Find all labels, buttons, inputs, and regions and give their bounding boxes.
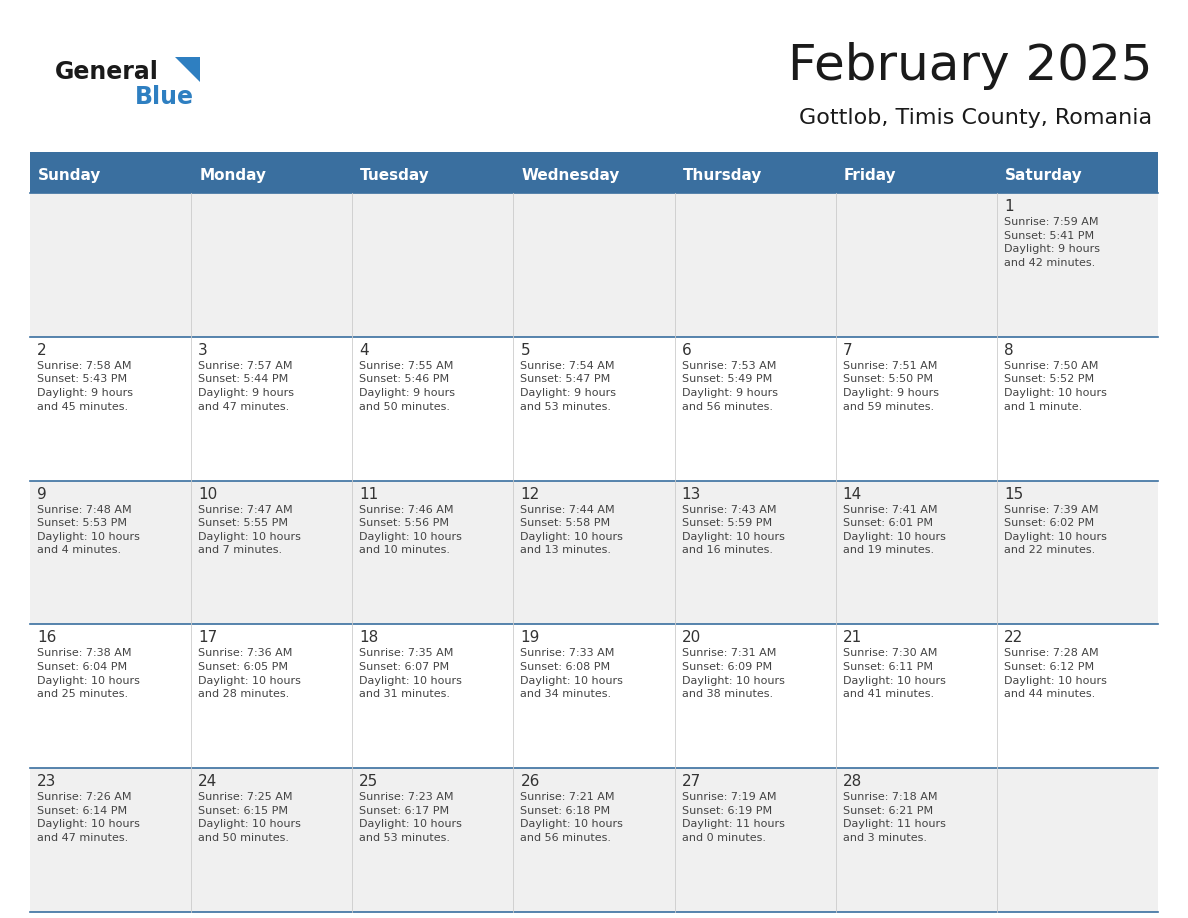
Text: Sunrise: 7:59 AM
Sunset: 5:41 PM
Daylight: 9 hours
and 42 minutes.: Sunrise: 7:59 AM Sunset: 5:41 PM Dayligh… [1004,217,1100,268]
Bar [30,624,1158,768]
Text: Sunrise: 7:47 AM
Sunset: 5:55 PM
Daylight: 10 hours
and 7 minutes.: Sunrise: 7:47 AM Sunset: 5:55 PM Dayligh… [198,505,301,555]
Text: 4: 4 [359,342,369,358]
Bar [30,481,1158,624]
Text: 21: 21 [842,631,862,645]
Bar [30,193,1158,337]
Text: 14: 14 [842,487,862,501]
Text: Sunrise: 7:19 AM
Sunset: 6:19 PM
Daylight: 11 hours
and 0 minutes.: Sunrise: 7:19 AM Sunset: 6:19 PM Dayligh… [682,792,784,843]
Text: 2: 2 [37,342,46,358]
Text: Sunrise: 7:35 AM
Sunset: 6:07 PM
Daylight: 10 hours
and 31 minutes.: Sunrise: 7:35 AM Sunset: 6:07 PM Dayligh… [359,648,462,700]
Text: 15: 15 [1004,487,1023,501]
Bar [30,337,1158,481]
Text: Sunrise: 7:44 AM
Sunset: 5:58 PM
Daylight: 10 hours
and 13 minutes.: Sunrise: 7:44 AM Sunset: 5:58 PM Dayligh… [520,505,624,555]
Text: 17: 17 [198,631,217,645]
Text: 6: 6 [682,342,691,358]
Text: General: General [55,60,159,84]
Text: Blue: Blue [135,85,194,109]
Text: 25: 25 [359,774,379,789]
Text: 16: 16 [37,631,56,645]
Text: Sunrise: 7:39 AM
Sunset: 6:02 PM
Daylight: 10 hours
and 22 minutes.: Sunrise: 7:39 AM Sunset: 6:02 PM Dayligh… [1004,505,1107,555]
Text: Sunrise: 7:21 AM
Sunset: 6:18 PM
Daylight: 10 hours
and 56 minutes.: Sunrise: 7:21 AM Sunset: 6:18 PM Dayligh… [520,792,624,843]
Text: Sunrise: 7:51 AM
Sunset: 5:50 PM
Daylight: 9 hours
and 59 minutes.: Sunrise: 7:51 AM Sunset: 5:50 PM Dayligh… [842,361,939,411]
Text: Sunrise: 7:53 AM
Sunset: 5:49 PM
Daylight: 9 hours
and 56 minutes.: Sunrise: 7:53 AM Sunset: 5:49 PM Dayligh… [682,361,778,411]
Bar [30,152,1158,158]
Text: 10: 10 [198,487,217,501]
Text: Gottlob, Timis County, Romania: Gottlob, Timis County, Romania [798,108,1152,128]
Text: Sunrise: 7:23 AM
Sunset: 6:17 PM
Daylight: 10 hours
and 53 minutes.: Sunrise: 7:23 AM Sunset: 6:17 PM Dayligh… [359,792,462,843]
Text: Sunrise: 7:18 AM
Sunset: 6:21 PM
Daylight: 11 hours
and 3 minutes.: Sunrise: 7:18 AM Sunset: 6:21 PM Dayligh… [842,792,946,843]
Text: Sunrise: 7:25 AM
Sunset: 6:15 PM
Daylight: 10 hours
and 50 minutes.: Sunrise: 7:25 AM Sunset: 6:15 PM Dayligh… [198,792,301,843]
Text: Sunrise: 7:28 AM
Sunset: 6:12 PM
Daylight: 10 hours
and 44 minutes.: Sunrise: 7:28 AM Sunset: 6:12 PM Dayligh… [1004,648,1107,700]
Text: Friday: Friday [843,168,896,183]
Text: 3: 3 [198,342,208,358]
Text: Sunrise: 7:38 AM
Sunset: 6:04 PM
Daylight: 10 hours
and 25 minutes.: Sunrise: 7:38 AM Sunset: 6:04 PM Dayligh… [37,648,140,700]
Text: 19: 19 [520,631,539,645]
Text: Sunrise: 7:41 AM
Sunset: 6:01 PM
Daylight: 10 hours
and 19 minutes.: Sunrise: 7:41 AM Sunset: 6:01 PM Dayligh… [842,505,946,555]
Text: Sunrise: 7:30 AM
Sunset: 6:11 PM
Daylight: 10 hours
and 41 minutes.: Sunrise: 7:30 AM Sunset: 6:11 PM Dayligh… [842,648,946,700]
Text: Sunrise: 7:31 AM
Sunset: 6:09 PM
Daylight: 10 hours
and 38 minutes.: Sunrise: 7:31 AM Sunset: 6:09 PM Dayligh… [682,648,784,700]
Text: Sunrise: 7:50 AM
Sunset: 5:52 PM
Daylight: 10 hours
and 1 minute.: Sunrise: 7:50 AM Sunset: 5:52 PM Dayligh… [1004,361,1107,411]
Text: Sunrise: 7:26 AM
Sunset: 6:14 PM
Daylight: 10 hours
and 47 minutes.: Sunrise: 7:26 AM Sunset: 6:14 PM Dayligh… [37,792,140,843]
Text: 20: 20 [682,631,701,645]
Text: 11: 11 [359,487,379,501]
Text: 27: 27 [682,774,701,789]
Text: Sunrise: 7:46 AM
Sunset: 5:56 PM
Daylight: 10 hours
and 10 minutes.: Sunrise: 7:46 AM Sunset: 5:56 PM Dayligh… [359,505,462,555]
Text: Sunrise: 7:33 AM
Sunset: 6:08 PM
Daylight: 10 hours
and 34 minutes.: Sunrise: 7:33 AM Sunset: 6:08 PM Dayligh… [520,648,624,700]
Text: Sunrise: 7:55 AM
Sunset: 5:46 PM
Daylight: 9 hours
and 50 minutes.: Sunrise: 7:55 AM Sunset: 5:46 PM Dayligh… [359,361,455,411]
Text: Thursday: Thursday [683,168,762,183]
Text: Sunrise: 7:43 AM
Sunset: 5:59 PM
Daylight: 10 hours
and 16 minutes.: Sunrise: 7:43 AM Sunset: 5:59 PM Dayligh… [682,505,784,555]
Bar [30,768,1158,912]
Text: 18: 18 [359,631,379,645]
Text: Sunrise: 7:58 AM
Sunset: 5:43 PM
Daylight: 9 hours
and 45 minutes.: Sunrise: 7:58 AM Sunset: 5:43 PM Dayligh… [37,361,133,411]
Text: 12: 12 [520,487,539,501]
Text: Tuesday: Tuesday [360,168,430,183]
Text: 13: 13 [682,487,701,501]
Text: February 2025: February 2025 [788,42,1152,90]
Text: 1: 1 [1004,199,1013,214]
Text: 8: 8 [1004,342,1013,358]
Text: Sunrise: 7:36 AM
Sunset: 6:05 PM
Daylight: 10 hours
and 28 minutes.: Sunrise: 7:36 AM Sunset: 6:05 PM Dayligh… [198,648,301,700]
Text: Sunday: Sunday [38,168,101,183]
Text: Monday: Monday [200,168,266,183]
Text: Sunrise: 7:54 AM
Sunset: 5:47 PM
Daylight: 9 hours
and 53 minutes.: Sunrise: 7:54 AM Sunset: 5:47 PM Dayligh… [520,361,617,411]
Text: 9: 9 [37,487,46,501]
Polygon shape [175,57,200,82]
Text: Saturday: Saturday [1005,168,1082,183]
Text: Sunrise: 7:57 AM
Sunset: 5:44 PM
Daylight: 9 hours
and 47 minutes.: Sunrise: 7:57 AM Sunset: 5:44 PM Dayligh… [198,361,295,411]
Text: 7: 7 [842,342,852,358]
Text: 23: 23 [37,774,56,789]
Bar [30,158,1158,193]
Text: 24: 24 [198,774,217,789]
Text: Wednesday: Wednesday [522,168,620,183]
Text: 28: 28 [842,774,862,789]
Text: 22: 22 [1004,631,1023,645]
Text: 26: 26 [520,774,539,789]
Text: 5: 5 [520,342,530,358]
Text: Sunrise: 7:48 AM
Sunset: 5:53 PM
Daylight: 10 hours
and 4 minutes.: Sunrise: 7:48 AM Sunset: 5:53 PM Dayligh… [37,505,140,555]
